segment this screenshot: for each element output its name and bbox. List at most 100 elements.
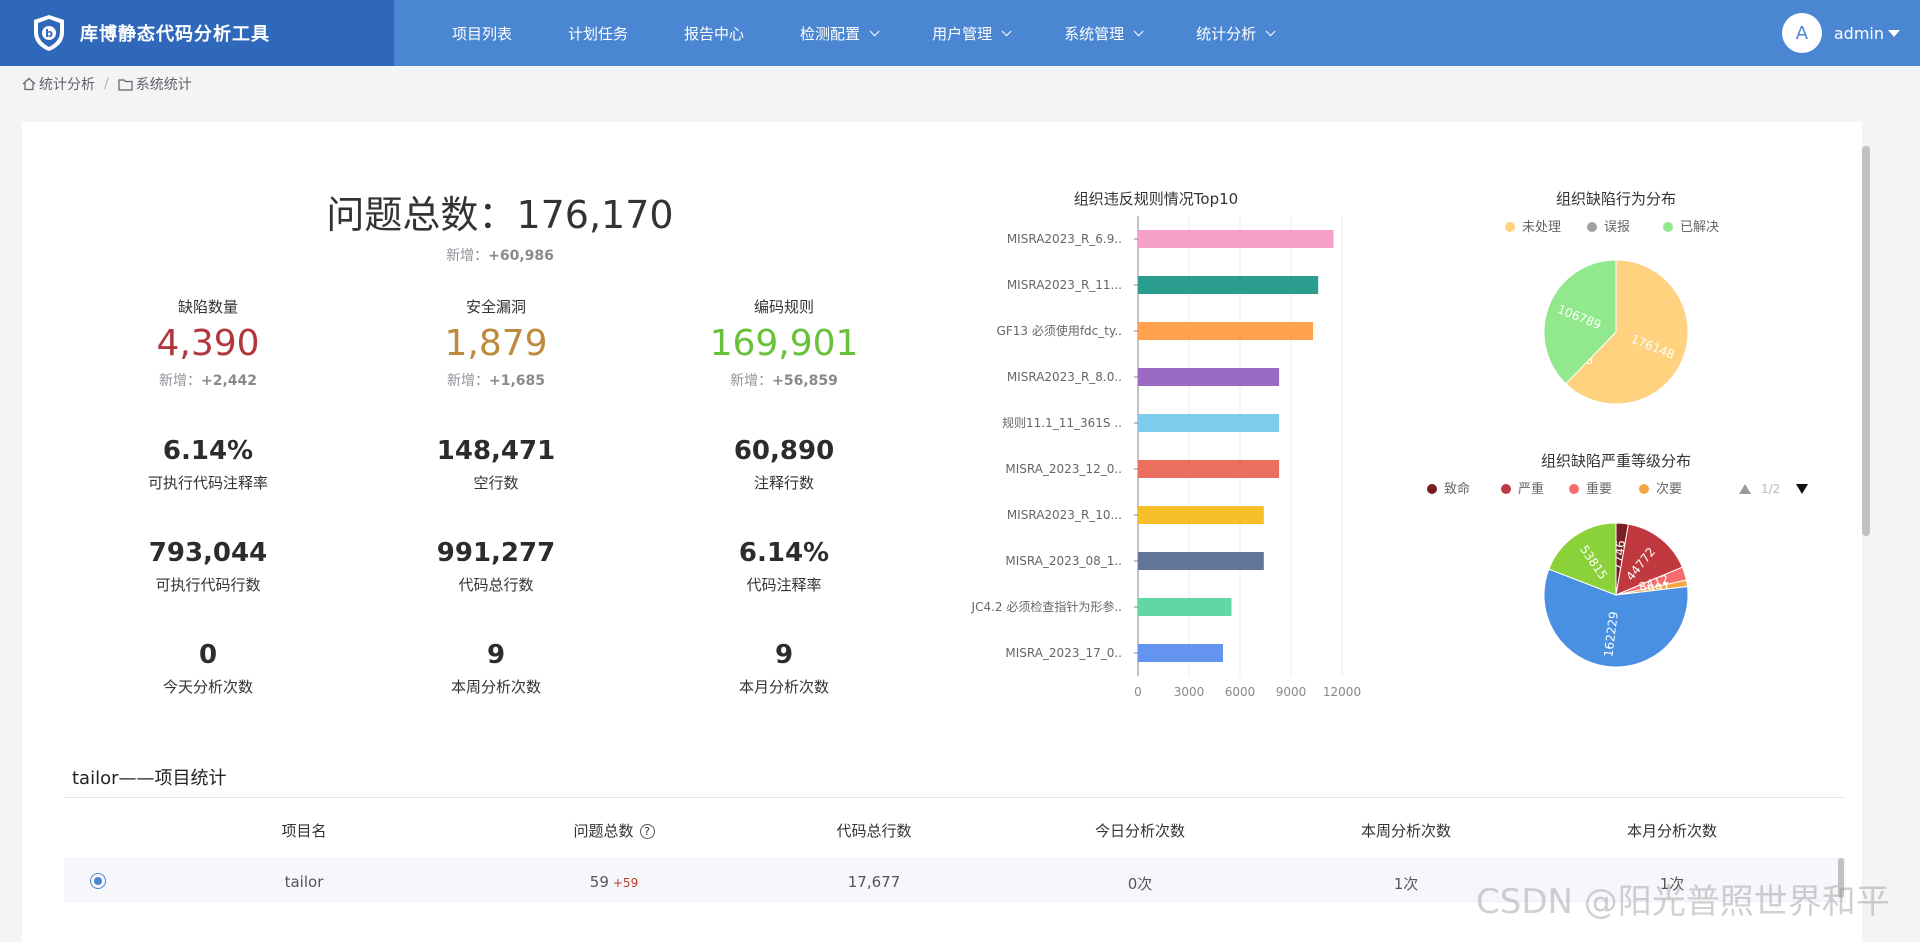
nav-label: 项目列表 [452,24,513,43]
breadcrumb-separator: / [104,76,109,92]
col-project-name: 项目名 [281,821,327,840]
cell-issues-value: 59 [589,873,609,891]
nav-item-projects[interactable]: 项目列表 [424,0,540,66]
section-divider [64,797,1846,798]
total-issues-label: 问题总数： [326,193,517,237]
metric-value: 9 [774,640,794,670]
bar [1138,322,1314,340]
total-new-label: 新增： [446,248,489,264]
row-select-radio[interactable] [90,873,106,889]
metric-label: 可执行代码注释率 [147,474,268,492]
main-nav: 项目列表 计划任务 报告中心 检测配置 用户管理 系统管理 统计分析 [424,0,1300,66]
nav-item-reports[interactable]: 报告中心 [656,0,772,66]
nav-item-tasks[interactable]: 计划任务 [540,0,656,66]
nav-item-system-mgmt[interactable]: 系统管理 [1036,0,1168,66]
y-tick-label: MISRA_2023_17_0.. [1005,646,1122,660]
nav-label: 报告中心 [684,24,745,43]
bar-chart-top10-rules: 组织违反规则情况Top10 0 3000 6000 9000 12000 MISRA2023… [971,190,1362,699]
bar [1138,414,1280,432]
bar [1138,598,1232,616]
page-scrollbar[interactable] [1862,146,1870,536]
nav-label: 系统管理 [1064,24,1125,43]
top-navbar: b 库博静态代码分析工具 项目列表 计划任务 报告中心 检测配置 用户管理 系统… [0,0,1920,66]
cell-project-name[interactable]: tailor [284,873,324,891]
legend-label: 重要 [1586,481,1612,497]
metric-value: 60,890 [733,436,835,466]
metric-label: 今天分析次数 [162,678,253,696]
stat-value: 4,390 [156,323,260,364]
cell-today: 0次 [1127,875,1153,893]
avatar[interactable]: A [1781,13,1822,53]
table-scrollbar[interactable] [1838,858,1844,898]
stat-new-label: 新增： [446,373,489,389]
nav-item-user-mgmt[interactable]: 用户管理 [904,0,1036,66]
metric-label: 可执行代码行数 [155,576,261,594]
breadcrumb-item-statistics[interactable]: 统计分析 [39,77,95,93]
legend-dot [1663,222,1673,232]
bar [1138,460,1280,478]
cell-issues: 59 +59 [504,873,724,891]
caret-down-icon[interactable] [1888,29,1900,37]
user-menu[interactable]: A admin [1781,0,1900,66]
legend-dot [1569,484,1579,494]
cell-week: 1次 [1393,875,1419,893]
stat-label: 编码规则 [753,298,814,316]
stat-new-label: 新增： [730,373,773,389]
metric-month-analyses: 9 本月分析次数 [654,640,914,697]
stat-label: 缺陷数量 [177,298,238,316]
col-month: 本月分析次数 [1626,821,1717,840]
metric-week-analyses: 9 本周分析次数 [366,640,626,697]
project-section-title: tailor——项目统计 [72,768,227,789]
stat-label: 安全漏洞 [465,298,526,316]
nav-item-detect-config[interactable]: 检测配置 [772,0,904,66]
legend-label: 已解决 [1680,220,1719,235]
nav-label: 统计分析 [1196,24,1257,43]
legend-dot [1427,484,1437,494]
legend-label: 致命 [1444,481,1470,497]
brand[interactable]: b 库博静态代码分析工具 [0,0,394,66]
y-tick-label: JC4.2 必须检查指针为形参.. [971,599,1122,614]
metric-total-lines: 991,277 代码总行数 [366,538,626,595]
y-tick-label: MISRA_2023_12_0.. [1005,462,1122,476]
project-table-header: 项目名 问题总数? 代码总行数 今日分析次数 本周分析次数 本月分析次数 [64,812,1846,848]
nav-label: 计划任务 [568,24,629,43]
stat-new: 新增：+1,685 [366,370,626,390]
stat-value: 1,879 [444,323,548,364]
legend-dot [1505,222,1515,232]
metric-value: 6.14% [738,538,830,568]
chevron-down-icon [1133,25,1144,36]
app-title: 库博静态代码分析工具 [80,24,270,45]
nav-item-statistics[interactable]: 统计分析 [1168,0,1300,66]
legend-next-arrow-icon[interactable] [1796,484,1808,494]
stat-new-value: +1,685 [488,373,545,389]
stat-vulnerabilities: 安全漏洞 1,879 新增：+1,685 [366,296,626,390]
x-tick-label: 12000 [1323,685,1361,699]
x-tick-label: 0 [1134,685,1142,699]
username[interactable]: admin [1833,23,1884,43]
x-tick-label: 9000 [1276,685,1307,699]
legend-label: 严重 [1518,481,1544,497]
help-icon[interactable]: ? [639,823,655,839]
metric-value: 148,471 [436,436,556,466]
col-today: 今日分析次数 [1094,821,1185,840]
cell-month: 1次 [1659,875,1685,893]
app-logo-icon: b [34,15,64,51]
y-tick-label: GF13 必须使用fdc_ty.. [997,323,1122,338]
legend-prev-arrow-icon[interactable] [1739,484,1751,494]
legend-label: 未处理 [1522,220,1561,235]
total-issues: 问题总数：176,170 [300,184,700,239]
home-icon [22,77,36,91]
y-tick-label: 规则11.1_11_361S .. [1002,415,1122,430]
col-issues-label: 问题总数 [573,821,634,840]
y-tick-label: MISRA2023_R_8.0.. [1007,370,1122,384]
table-row[interactable]: tailor 59 +59 17,677 0次 1次 1次 [64,858,1846,902]
metric-value: 991,277 [436,538,556,568]
y-tick-label: MISRA_2023_08_1.. [1005,554,1122,568]
y-tick-label: MISRA2023_R_10... [1007,508,1122,522]
stat-new-value: +56,859 [772,373,838,389]
nav-label: 用户管理 [932,24,993,43]
metric-value: 793,044 [148,538,268,568]
metric-exec-comment-rate: 6.14% 可执行代码注释率 [78,436,338,493]
stat-new-label: 新增： [158,373,201,389]
